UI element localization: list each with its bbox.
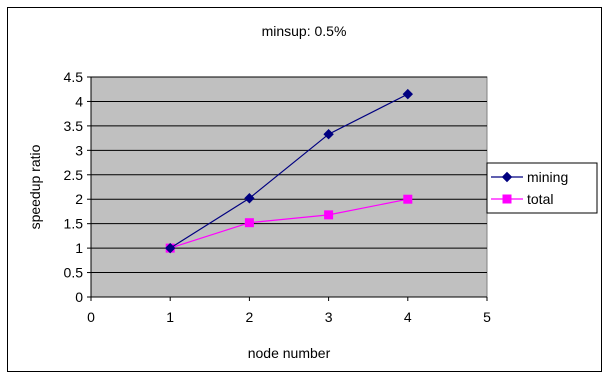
data-point-total xyxy=(244,218,254,228)
x-tick-label: 2 xyxy=(246,309,254,325)
y-axis-title: speedup ratio xyxy=(27,144,43,229)
chart-title: minsup: 0.5% xyxy=(262,23,347,39)
y-tick-label: 2.5 xyxy=(64,167,84,183)
series-line-total xyxy=(170,198,408,249)
x-tick-label: 4 xyxy=(404,309,412,325)
data-point-mining xyxy=(323,128,334,140)
data-point-mining xyxy=(244,193,255,204)
y-tick-label: 1.5 xyxy=(64,216,84,232)
y-tick-label: 3 xyxy=(75,142,83,158)
y-tick-label: 4 xyxy=(75,93,83,109)
data-point-total xyxy=(403,194,413,204)
x-axis-title: node number xyxy=(248,345,331,361)
legend-label-mining: mining xyxy=(527,169,568,185)
y-tick-label: 4.5 xyxy=(64,69,84,85)
y-tick-label: 3.5 xyxy=(64,118,84,134)
legend-label-total: total xyxy=(527,191,553,207)
chart-svg: minsup: 0.5% 0 0.5 1 1.5 2 2.5 3 3.5 4 4.5 0 1 2 3 4 5 no… xyxy=(27,23,598,361)
plot-area xyxy=(90,76,488,298)
y-tick-label: 1 xyxy=(75,240,83,256)
legend-marker-total xyxy=(502,194,512,204)
series-line-mining xyxy=(169,93,409,249)
legend-marker-mining xyxy=(501,171,513,183)
x-tick-label: 0 xyxy=(87,309,95,325)
y-tick-label: 2 xyxy=(75,191,83,207)
data-point-mining xyxy=(402,88,414,100)
legend-box xyxy=(486,162,598,214)
y-tick-label: 0.5 xyxy=(64,265,84,281)
chart-container: minsup: 0.5% 0 0.5 1 1.5 2 2.5 3 3.5 4 4.5 0 1 2 3 4 5 no… xyxy=(7,7,602,372)
data-point-mining xyxy=(164,242,176,254)
y-tick-label: 0 xyxy=(75,289,83,305)
x-tick-label: 5 xyxy=(483,309,491,325)
data-point-total xyxy=(324,210,334,220)
x-tick-label: 1 xyxy=(166,309,174,325)
x-tick-label: 3 xyxy=(325,309,333,325)
